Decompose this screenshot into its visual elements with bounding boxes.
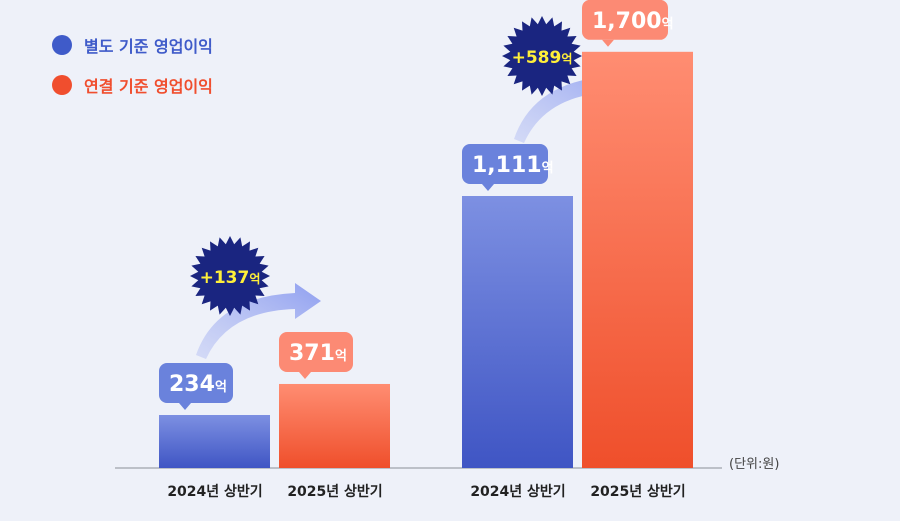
value-bubble <box>279 331 353 372</box>
value-bubble-tail <box>482 184 494 191</box>
data-label: 371억 <box>289 341 347 366</box>
growth-arrow <box>196 283 321 359</box>
diff-label: +589억 <box>512 48 573 68</box>
data-label: 1,111억 <box>472 153 554 178</box>
legend-dot-blue <box>52 35 72 55</box>
legend-dot-red <box>52 75 72 95</box>
legend-label-consolidated: 연결 기준 영업이익 <box>84 77 213 96</box>
unit-label: (단위:원) <box>729 457 780 472</box>
value-bubble <box>462 144 548 184</box>
value-bubble <box>159 363 233 403</box>
bar <box>462 196 573 468</box>
bar <box>582 51 693 469</box>
x-tick-label: 2024년 상반기 <box>470 484 566 500</box>
data-label: 234억 <box>169 372 227 397</box>
legend-item-consolidated: 연결 기준 영업이익 <box>52 74 213 96</box>
diff-label: +137억 <box>200 268 261 288</box>
x-tick-label: 2025년 상반기 <box>590 484 686 500</box>
data-label: 1,700억 <box>592 9 674 34</box>
legend-label-separate: 별도 기준 영업이익 <box>84 37 213 56</box>
x-tick-label: 2024년 상반기 <box>167 484 263 500</box>
diff-badge <box>502 16 582 96</box>
legend: 별도 기준 영업이익 연결 기준 영업이익 <box>52 34 213 114</box>
x-tick-label: 2025년 상반기 <box>287 484 383 500</box>
value-bubble-tail <box>602 39 614 47</box>
bar <box>159 415 270 468</box>
value-bubble-tail <box>179 403 191 410</box>
legend-item-separate: 별도 기준 영업이익 <box>52 34 213 56</box>
bar <box>279 383 390 468</box>
value-bubble-tail <box>299 371 311 379</box>
diff-badge <box>190 236 270 316</box>
value-bubble <box>582 0 668 40</box>
